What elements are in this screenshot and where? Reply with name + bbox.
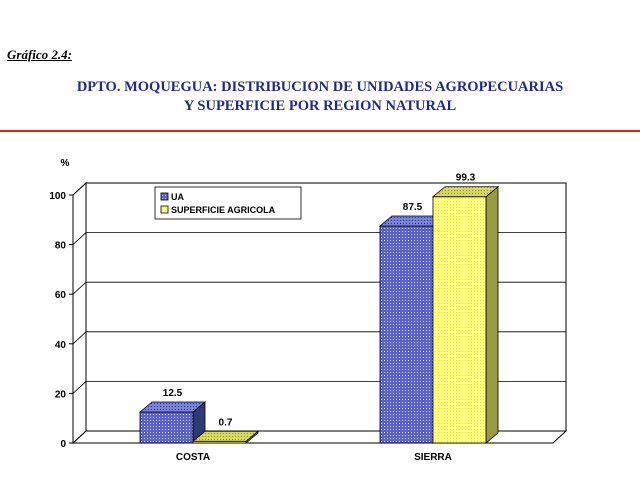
chart-title-line2: Y SUPERFICIE POR REGION NATURAL [183,98,457,114]
bar-superficie-agricola-sierra [432,196,487,444]
y-axis-unit-label: % [61,158,70,169]
x-tick-label-sierra: SIERRA [414,452,452,463]
y-tick-label: 0 [60,439,66,450]
legend-box [154,186,302,220]
legend-swatch [160,192,169,201]
gridline-side [72,232,87,245]
legend-swatch [160,205,169,214]
bar-top [191,430,260,442]
data-label: 0.7 [219,417,233,428]
gridline-side [72,331,87,345]
legend-label: SUPERFICIE AGRICOLA [171,205,276,215]
x-tick-label-costa: COSTA [176,452,210,463]
chart-left-wall [72,181,87,445]
bar-top [138,401,207,413]
chart-title-line1: DPTO. MOQUEGUA: DISTRIBUCION DE UNIDADES… [76,79,564,95]
gridline-side [72,281,87,295]
y-tick-label: 80 [55,241,67,252]
data-label: 99.3 [456,173,476,184]
figure-label: Gráfico 2.4: [7,47,72,62]
y-tick-label: 40 [55,340,67,351]
bar-ua-costa [139,411,194,444]
title-divider [0,130,640,132]
data-label: 12.5 [163,388,183,399]
legend-label: UA [171,192,184,202]
y-tick-label: 20 [55,389,67,400]
data-label: 87.5 [403,202,423,213]
y-tick-label: 100 [49,191,66,202]
y-tick-label: 60 [55,290,67,301]
gridline-side [72,182,87,196]
bar-top [431,186,500,198]
bar-side [485,185,499,444]
gridline-side [72,381,87,394]
bar-ua-sierra [379,225,434,444]
